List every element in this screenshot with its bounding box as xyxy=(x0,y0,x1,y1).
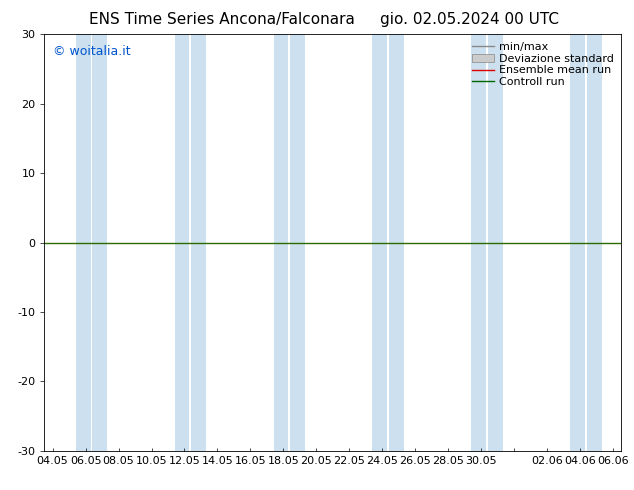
Text: © woitalia.it: © woitalia.it xyxy=(53,45,131,58)
Bar xyxy=(191,34,206,451)
Bar xyxy=(488,34,503,451)
Legend: min/max, Deviazione standard, Ensemble mean run, Controll run: min/max, Deviazione standard, Ensemble m… xyxy=(470,40,616,89)
Bar xyxy=(273,34,288,451)
Bar xyxy=(92,34,107,451)
Bar xyxy=(471,34,486,451)
Bar xyxy=(389,34,404,451)
Bar xyxy=(290,34,305,451)
Bar xyxy=(586,34,602,451)
Text: gio. 02.05.2024 00 UTC: gio. 02.05.2024 00 UTC xyxy=(380,12,559,27)
Bar xyxy=(174,34,190,451)
Bar xyxy=(75,34,91,451)
Text: ENS Time Series Ancona/Falconara: ENS Time Series Ancona/Falconara xyxy=(89,12,355,27)
Bar xyxy=(570,34,585,451)
Bar xyxy=(372,34,387,451)
